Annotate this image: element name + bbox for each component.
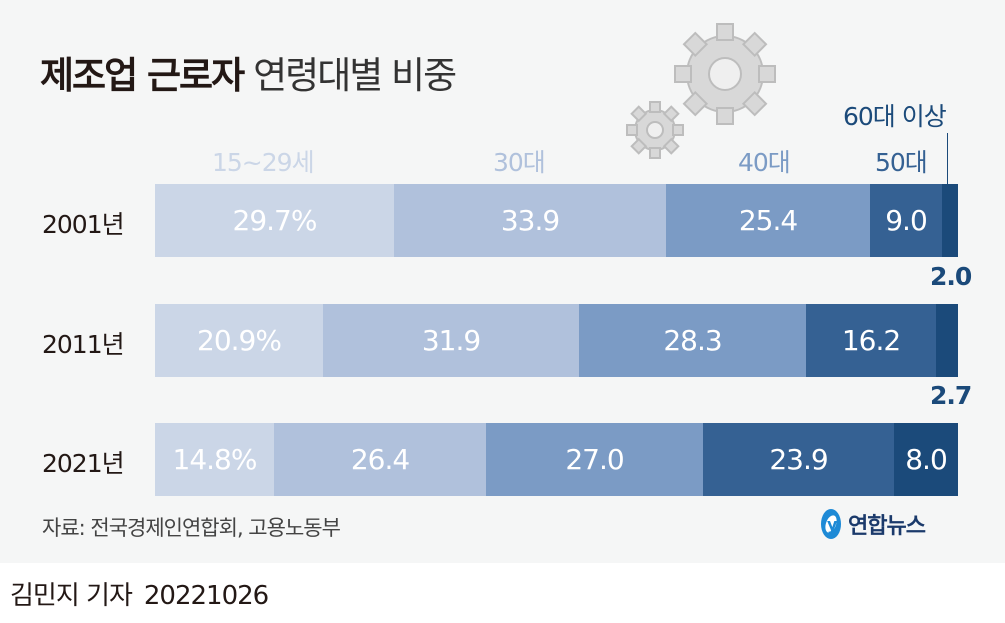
chart-title: 제조업 근로자 연령대별 비중 — [40, 45, 457, 99]
legend-30s: 30대 — [493, 148, 546, 177]
yonhap-logo: y 연합뉴스 — [818, 506, 926, 542]
outside-value-2011: 2.7 — [930, 381, 972, 410]
chart-panel: 제조업 근로자 연령대별 비중 — [40, 23, 973, 542]
yonhap-logo-icon: y — [821, 509, 841, 539]
segment-60-plus — [936, 304, 958, 377]
segment-30s: 26.4 — [274, 423, 486, 496]
logo-text: 연합뉴스 — [848, 514, 926, 539]
legend-15-29: 15~29세 — [212, 148, 315, 177]
segment-60-plus: 8.0 — [894, 423, 958, 496]
outside-value-2001: 2.0 — [930, 262, 972, 291]
row-label-2021: 2021년 — [42, 449, 125, 478]
segment-40s: 25.4 — [666, 184, 870, 257]
svg-text:y: y — [827, 515, 838, 534]
bar-2011: 20.9% 31.9 28.3 16.2 — [155, 304, 958, 377]
row-label-2001: 2001년 — [42, 210, 125, 239]
segment-50s: 23.9 — [703, 423, 894, 496]
title-bold: 제조업 근로자 — [40, 54, 245, 97]
segment-50s: 16.2 — [806, 304, 936, 377]
bar-2021: 14.8% 26.4 27.0 23.9 8.0 — [155, 423, 958, 496]
segment-40s: 28.3 — [579, 304, 806, 377]
segment-30s: 33.9 — [394, 184, 666, 257]
legend-60-plus: 60대 이상 — [843, 102, 947, 131]
segment-15-29: 14.8% — [155, 423, 274, 496]
source-note: 자료: 전국경제인연합회, 고용노동부 — [42, 516, 341, 540]
segment-40s: 27.0 — [486, 423, 703, 496]
legend-leader-line — [947, 133, 948, 185]
title-light: 연령대별 비중 — [253, 54, 457, 97]
bar-2001: 29.7% 33.9 25.4 9.0 — [155, 184, 958, 257]
publish-date: 20221026 — [143, 581, 269, 611]
legend-40s: 40대 — [738, 148, 791, 177]
segment-15-29: 20.9% — [155, 304, 323, 377]
row-label-2011: 2011년 — [42, 330, 125, 359]
legend-50s: 50대 — [875, 148, 928, 177]
segment-50s: 9.0 — [870, 184, 942, 257]
gears-icon — [626, 23, 776, 159]
segment-15-29: 29.7% — [155, 184, 394, 257]
segment-60-plus — [942, 184, 958, 257]
segment-30s: 31.9 — [323, 304, 579, 377]
reporter-name: 김민지 기자 — [10, 581, 133, 611]
byline: 김민지 기자 20221026 — [10, 575, 269, 612]
